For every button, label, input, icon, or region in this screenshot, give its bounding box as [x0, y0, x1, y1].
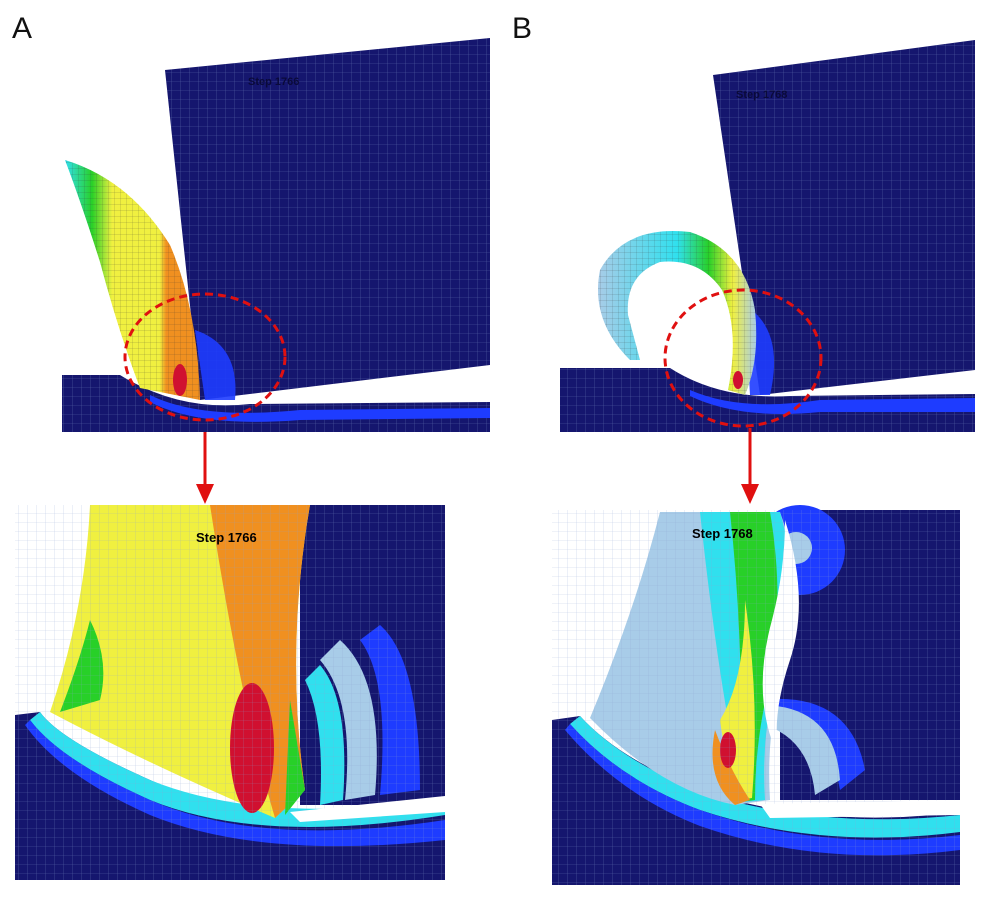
step-label: Step 1768: [736, 89, 787, 101]
zoom-circle: [663, 288, 823, 428]
panel-label: A: [12, 12, 32, 45]
step-label: Step 1766: [196, 530, 257, 545]
panel-a-overview: A Step 1766: [12, 12, 490, 504]
step-label: Step 1766: [248, 76, 299, 88]
panel-a-zoom: Step 1766: [15, 505, 445, 880]
panel-b-overview: B Step 1768: [512, 12, 975, 504]
step-label: Step 1768: [692, 526, 753, 541]
panel-b-zoom: Step 1768: [552, 505, 960, 885]
zoom-circle: [123, 292, 287, 422]
panel-label: B: [512, 12, 532, 45]
